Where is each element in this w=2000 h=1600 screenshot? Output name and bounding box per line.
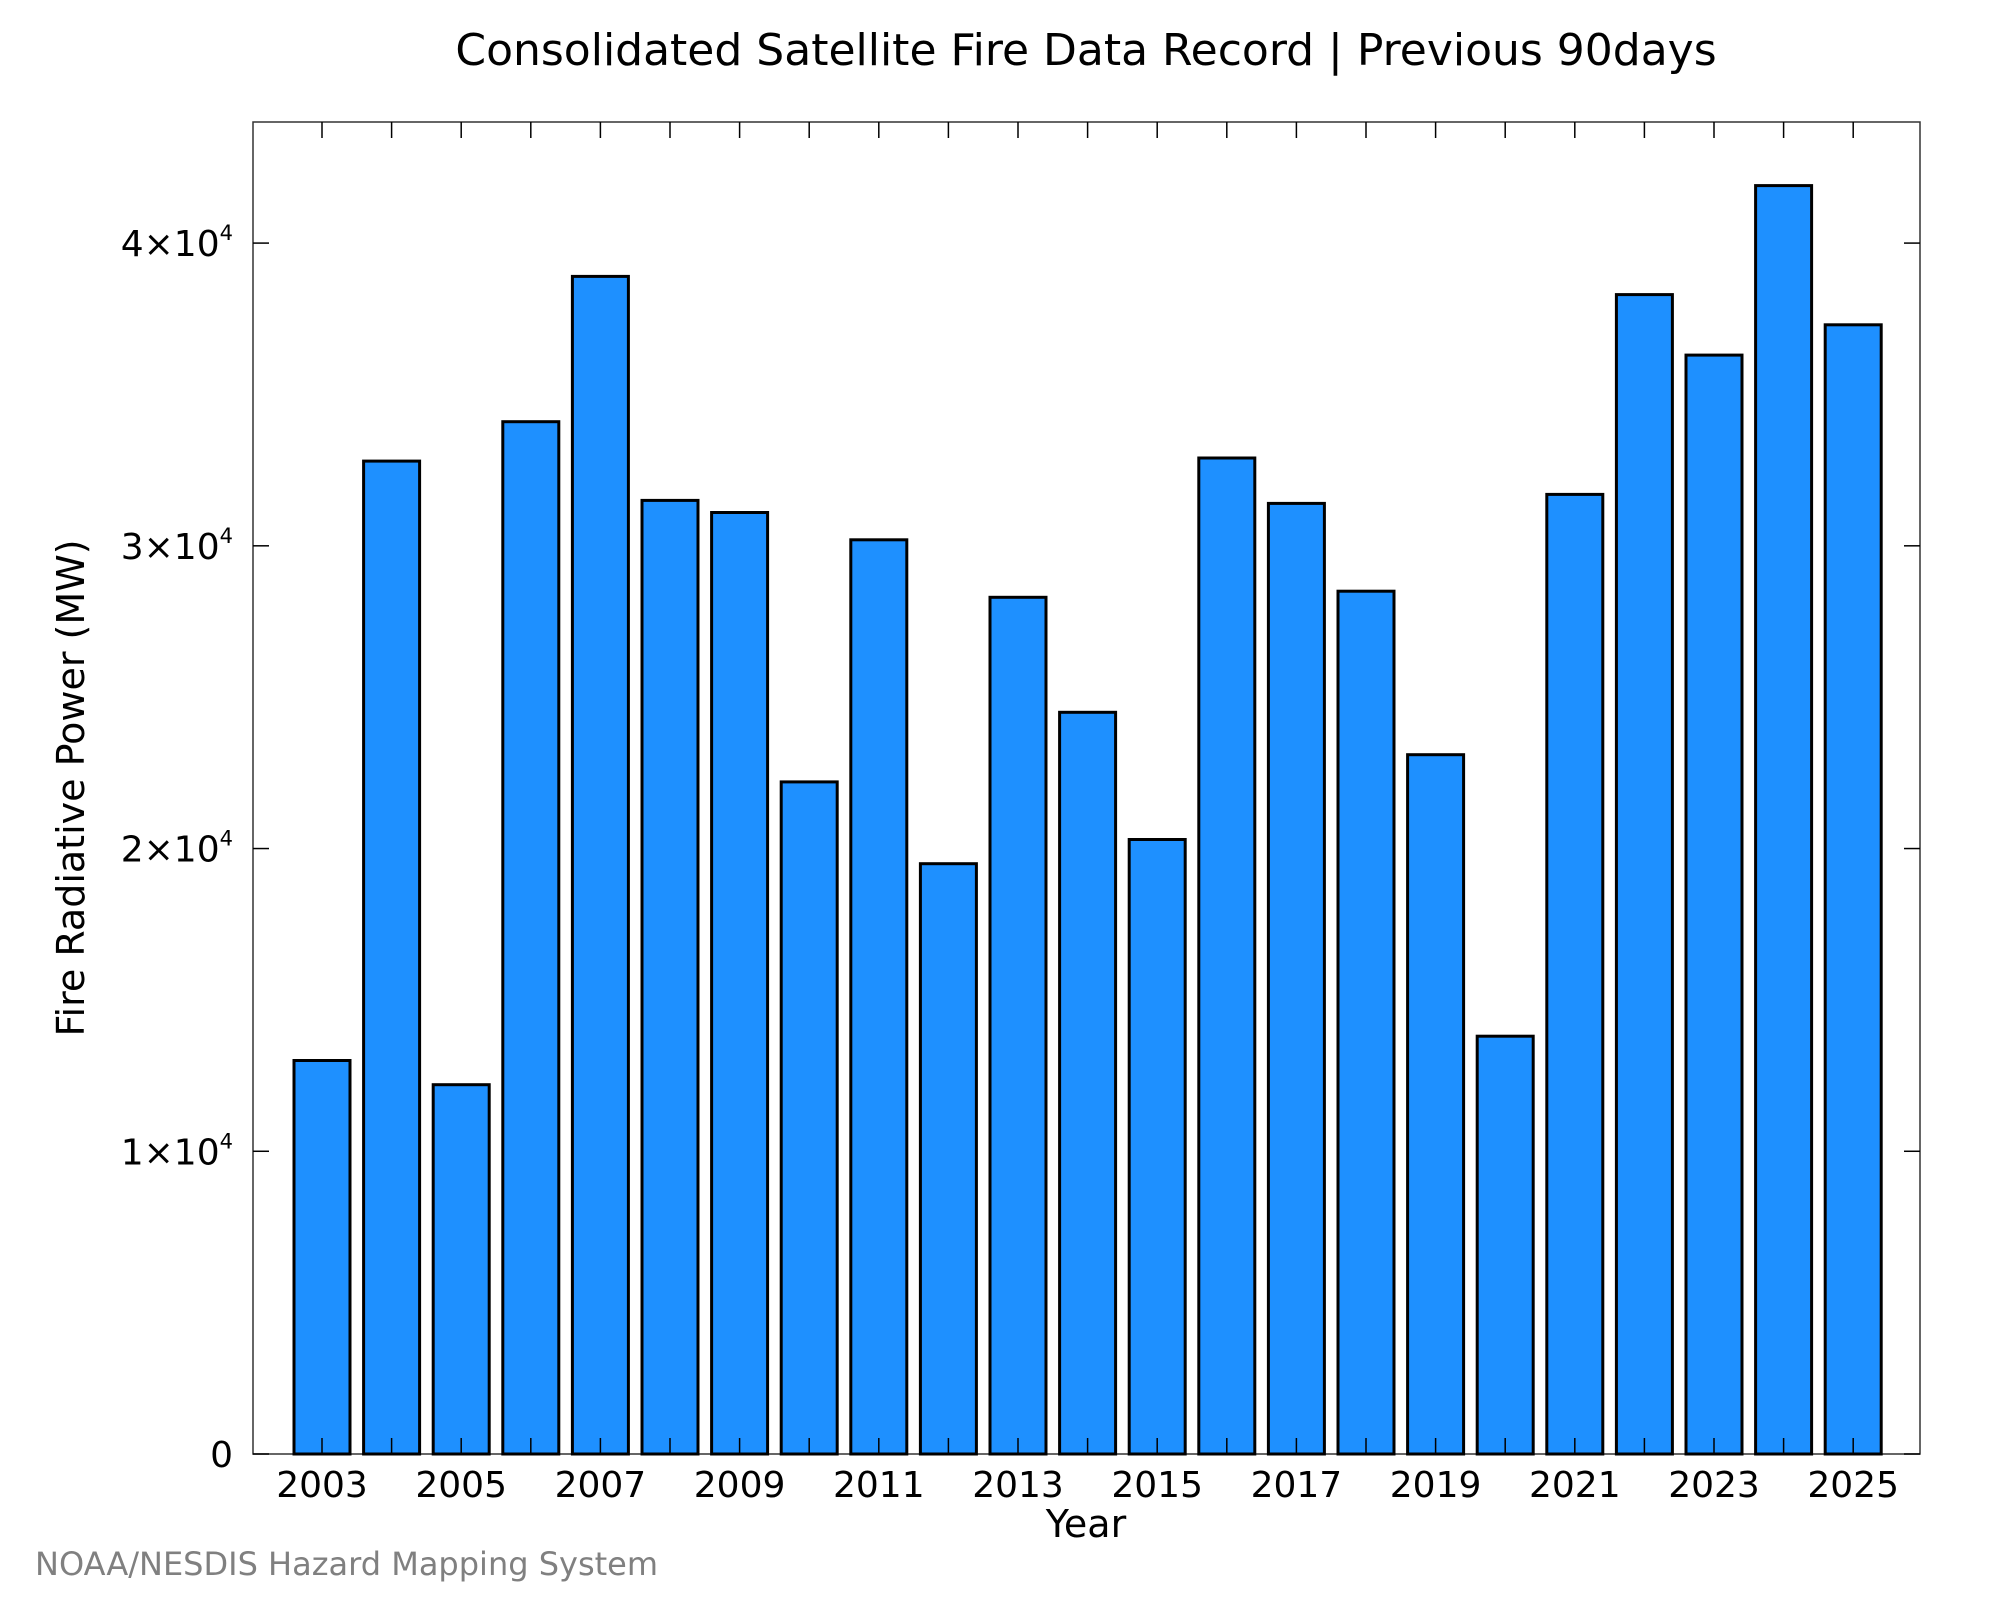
x-tick-label: 2017 [1251, 1465, 1343, 1506]
bar-2005 [431, 1083, 491, 1456]
bar-2012 [918, 862, 978, 1456]
credit-text: NOAA/NESDIS Hazard Mapping System [35, 1545, 658, 1583]
y-tick-labels: 0 1×104 2×104 3×104 4×104 [121, 221, 233, 1476]
x-axis-label: Year [1045, 1502, 1127, 1546]
x-tick-label: 2003 [276, 1465, 368, 1506]
bar-2007 [570, 274, 630, 1456]
y-tick-label: 4×104 [121, 221, 233, 265]
x-tick-label: 2011 [833, 1465, 925, 1506]
chart-title: Consolidated Satellite Fire Data Record … [455, 25, 1716, 76]
x-tick-label: 2013 [972, 1465, 1064, 1506]
bar-2023 [1684, 353, 1744, 1456]
bar-2011 [849, 538, 909, 1456]
bar-2010 [779, 780, 839, 1456]
bar-2009 [710, 511, 770, 1456]
bar-2014 [1058, 710, 1118, 1456]
y-tick-label: 1×104 [121, 1129, 233, 1173]
bar-2019 [1406, 753, 1466, 1456]
bar-2003 [292, 1059, 352, 1456]
bar-2022 [1614, 293, 1674, 1456]
bar-2013 [988, 595, 1048, 1456]
bars-layer [292, 184, 1883, 1456]
x-tick-label: 2009 [694, 1465, 786, 1506]
bar-2016 [1197, 456, 1257, 1456]
ticks-layer [253, 122, 1920, 1455]
bar-2004 [362, 459, 422, 1456]
y-tick-label: 3×104 [121, 524, 233, 568]
y-axis-label: Fire Radiative Power (MW) [49, 539, 93, 1036]
x-tick-label: 2023 [1668, 1465, 1760, 1506]
bar-2017 [1266, 501, 1326, 1456]
bar-2015 [1127, 838, 1187, 1456]
bar-2008 [640, 498, 700, 1456]
x-tick-label: 2021 [1529, 1465, 1621, 1506]
x-tick-label: 2007 [555, 1465, 647, 1506]
bar-2021 [1545, 492, 1605, 1456]
y-tick-label: 2×104 [121, 827, 233, 871]
x-tick-labels: 2003 2005 2007 2009 2011 2013 2015 2017 2019 2021… [276, 1465, 1899, 1506]
x-tick-label: 2015 [1111, 1465, 1203, 1506]
bar-2025 [1823, 323, 1883, 1456]
bar-2006 [501, 420, 561, 1456]
y-tick-label: 0 [210, 1435, 233, 1476]
bar-2020 [1475, 1034, 1535, 1456]
bar-2018 [1336, 589, 1396, 1456]
x-tick-label: 2025 [1807, 1465, 1899, 1506]
bar-2024 [1754, 184, 1814, 1456]
x-tick-label: 2005 [415, 1465, 507, 1506]
x-tick-label: 2019 [1390, 1465, 1482, 1506]
